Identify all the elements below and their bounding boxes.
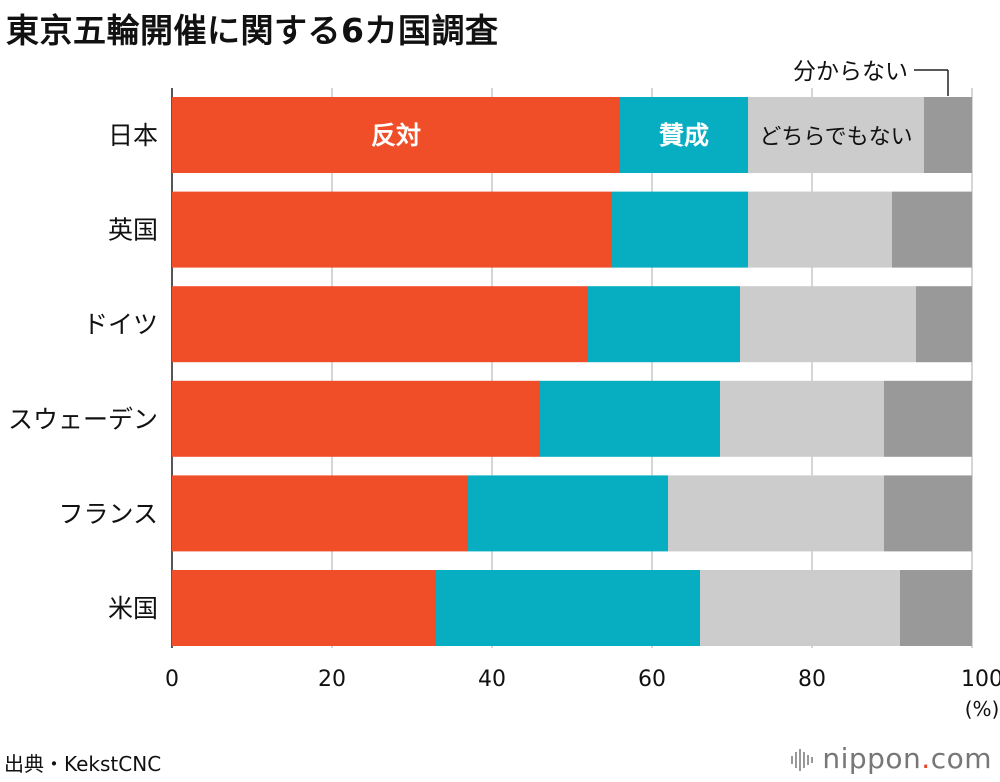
bar-segment [884, 380, 972, 457]
x-tick-label: 20 [318, 667, 346, 692]
bar-segment [748, 191, 892, 268]
bar-segment [748, 97, 924, 173]
bar-segment [172, 286, 588, 363]
bar-segment [172, 475, 468, 552]
grid-lines [171, 88, 973, 648]
bar-segment [900, 570, 972, 646]
series-labels: 反対 賛成 どちらでもない [371, 121, 913, 150]
bar-segment [720, 380, 884, 457]
x-tick-label: 100 [961, 667, 1000, 692]
sound-wave-icon [791, 749, 814, 771]
series-label: 反対 [371, 121, 421, 150]
series-label: どちらでもない [759, 125, 912, 150]
bar-segment [172, 97, 620, 173]
category-label: 日本 [108, 121, 158, 150]
bar-segment [172, 570, 436, 646]
bar-segment [668, 475, 884, 552]
bars [172, 97, 972, 646]
x-tick-label: 40 [478, 667, 506, 692]
bar-segment [588, 286, 740, 363]
category-label: スウェーデン [8, 405, 158, 434]
chart-title: 東京五輪開催に関する6カ国調査 [6, 11, 499, 50]
brand-tld: com [930, 742, 992, 775]
bar-segment [924, 97, 972, 173]
bar-segment [468, 475, 668, 552]
category-label: 米国 [108, 594, 158, 623]
bar-segment [700, 570, 900, 646]
brand-name: nippon [822, 742, 922, 775]
unknown-callout: 分からない [793, 59, 949, 96]
bar-segment [436, 570, 700, 646]
x-tick-label: 0 [165, 667, 179, 692]
brand-dot: . [921, 742, 931, 775]
bar-segment [884, 475, 972, 552]
bar-segment [620, 97, 748, 173]
series-label: 分からない [793, 59, 908, 85]
bar-segment [540, 380, 720, 457]
x-tick-label: 60 [638, 667, 666, 692]
source-note: 出典・KekstCNC [4, 752, 162, 776]
x-tick-labels: 0 20 40 60 80 100 (%) [165, 667, 1000, 721]
category-label: フランス [58, 499, 158, 528]
x-unit-label: (%) [965, 697, 1000, 721]
category-label: 英国 [108, 216, 158, 245]
category-label: ドイツ [83, 310, 158, 339]
bar-segment [916, 286, 972, 363]
bar-segment [172, 191, 612, 268]
bar-segment [740, 286, 916, 363]
series-label: 賛成 [659, 121, 709, 150]
bar-segment [892, 191, 972, 268]
bar-segment [172, 380, 540, 457]
brand-logo: nippon.com [790, 742, 992, 775]
bar-segment [612, 191, 748, 268]
x-tick-label: 80 [798, 667, 826, 692]
